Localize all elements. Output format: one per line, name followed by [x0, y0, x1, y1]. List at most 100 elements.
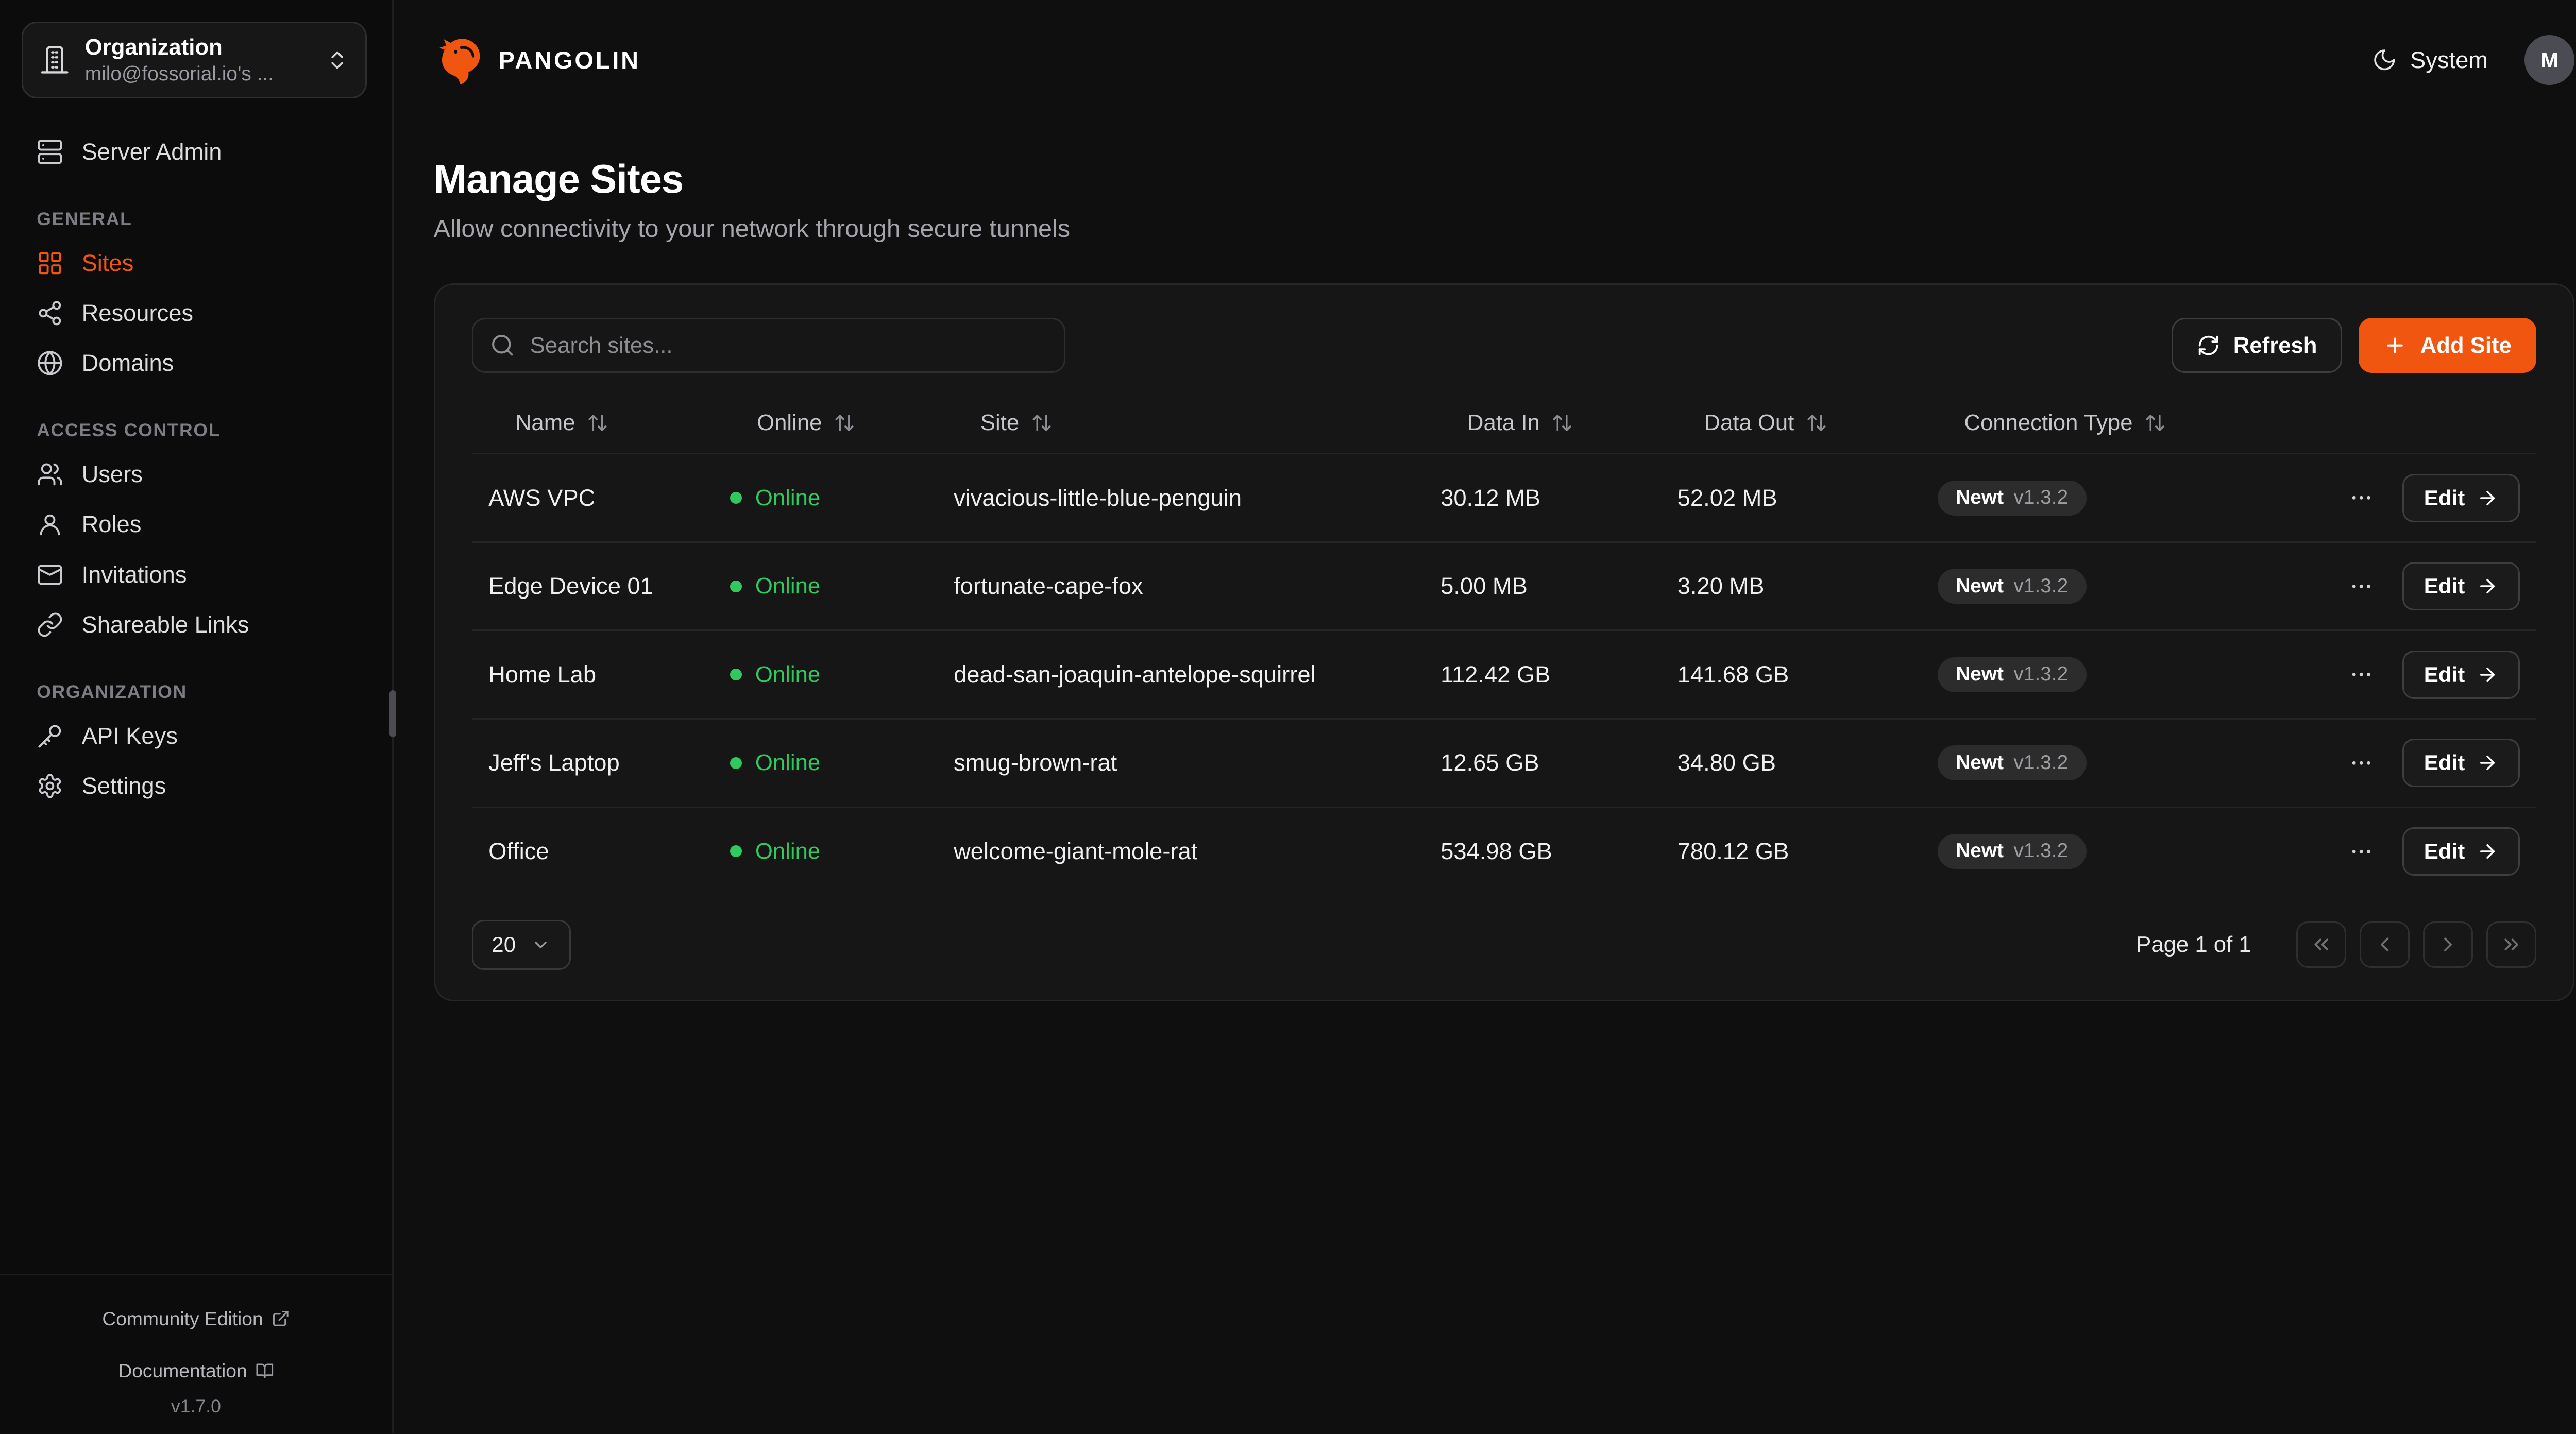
- sidebar-item-domains[interactable]: Domains: [22, 338, 367, 388]
- add-site-label: Add Site: [2420, 332, 2512, 358]
- cell-connection-type: Newt v1.3.2: [1921, 657, 2254, 692]
- cell-online: Online: [714, 839, 937, 864]
- section-label-access-control: ACCESS CONTROL: [37, 420, 221, 441]
- cell-data-in: 5.00 MB: [1440, 573, 1528, 600]
- cell-data-in: 112.42 GB: [1440, 661, 1551, 688]
- cell-online: Online: [714, 485, 937, 511]
- edit-button[interactable]: Edit: [2402, 562, 2520, 611]
- sidebar-item-invitations[interactable]: Invitations: [22, 550, 367, 600]
- edit-button[interactable]: Edit: [2402, 473, 2520, 522]
- cell-connection-type: Newt v1.3.2: [1921, 745, 2254, 781]
- next-page-button[interactable]: [2423, 921, 2473, 968]
- edit-label: Edit: [2424, 662, 2465, 687]
- cell-data-in: 12.65 GB: [1440, 749, 1539, 776]
- documentation-link[interactable]: Documentation: [118, 1352, 274, 1390]
- edit-button[interactable]: Edit: [2402, 650, 2520, 699]
- sidebar-item-sites[interactable]: Sites: [22, 238, 367, 288]
- site-id: smug-brown-rat: [954, 749, 1117, 776]
- column-label: Data In: [1467, 410, 1540, 436]
- cell-online: Online: [714, 573, 937, 599]
- community-edition-link[interactable]: Community Edition: [102, 1300, 290, 1338]
- row-menu-button[interactable]: [2346, 835, 2377, 867]
- sidebar-item-settings[interactable]: Settings: [22, 761, 367, 811]
- key-icon: [37, 723, 63, 749]
- section-label-general: GENERAL: [37, 208, 132, 229]
- mail-icon: [37, 561, 63, 588]
- sidebar-item-roles[interactable]: Roles: [22, 500, 367, 550]
- column-header-name[interactable]: Name: [472, 410, 714, 436]
- sort-icon: [2144, 412, 2166, 434]
- row-menu-button[interactable]: [2346, 482, 2377, 514]
- first-page-button[interactable]: [2296, 921, 2347, 968]
- last-page-button[interactable]: [2486, 921, 2537, 968]
- sort-icon: [834, 412, 855, 434]
- arrow-right-icon: [2477, 752, 2498, 774]
- arrow-right-icon: [2477, 487, 2498, 509]
- avatar[interactable]: M: [2524, 35, 2575, 86]
- table-row: Home Lab Online dead-san-joaquin-antelop…: [471, 629, 2537, 718]
- column-header-data-in[interactable]: Data In: [1424, 410, 1661, 436]
- site-id: welcome-giant-mole-rat: [954, 838, 1198, 864]
- page-size-select[interactable]: 20: [471, 919, 571, 970]
- chevron-left-icon: [2373, 933, 2396, 956]
- column-header-site[interactable]: Site: [937, 410, 1424, 436]
- sidebar-item-users[interactable]: Users: [22, 449, 367, 499]
- refresh-button[interactable]: Refresh: [2172, 318, 2342, 373]
- previous-page-button[interactable]: [2360, 921, 2410, 968]
- table-row: Edge Device 01 Online fortunate-cape-fox…: [471, 541, 2537, 630]
- sidebar-nav: Organization milo@fossorial.io's ... Ser…: [0, 0, 392, 1274]
- cell-site: vivacious-little-blue-penguin: [937, 485, 1424, 511]
- org-picker-title: Organization: [84, 34, 223, 60]
- sort-icon: [1806, 412, 1827, 434]
- edit-label: Edit: [2424, 750, 2465, 775]
- page-title: Manage Sites: [433, 157, 684, 202]
- plus-icon: [2383, 334, 2406, 357]
- globe-icon: [37, 350, 63, 377]
- column-label: Site: [980, 410, 1020, 436]
- chevron-right-icon: [2436, 933, 2460, 956]
- sidebar-item-label: Shareable Links: [81, 611, 249, 638]
- row-menu-button[interactable]: [2346, 570, 2377, 602]
- cell-name: Home Lab: [488, 661, 597, 688]
- sidebar-item-server-admin[interactable]: Server Admin: [22, 127, 367, 177]
- edit-button[interactable]: Edit: [2402, 739, 2520, 788]
- ellipsis-icon: [2349, 662, 2374, 687]
- cell-data-out: 34.80 GB: [1677, 749, 1776, 776]
- online-label: Online: [755, 485, 821, 510]
- row-menu-button[interactable]: [2346, 659, 2377, 690]
- column-header-data-out[interactable]: Data Out: [1660, 410, 1921, 436]
- edit-button[interactable]: Edit: [2402, 827, 2520, 876]
- sites-grid-icon: [37, 250, 63, 277]
- brand[interactable]: PANGOLIN: [434, 34, 640, 86]
- app-version: v1.7.0: [171, 1396, 221, 1417]
- column-header-connection-type[interactable]: Connection Type: [1921, 410, 2254, 436]
- edit-label: Edit: [2424, 839, 2465, 863]
- org-picker[interactable]: Organization milo@fossorial.io's ...: [22, 22, 367, 98]
- sidebar-resize-handle[interactable]: [389, 690, 396, 737]
- refresh-label: Refresh: [2233, 332, 2317, 358]
- connection-name: Newt: [1956, 751, 2004, 774]
- column-header-online[interactable]: Online: [714, 410, 937, 436]
- column-label: Name: [515, 410, 575, 436]
- sidebar-top-group: Server Admin: [22, 127, 367, 177]
- cell-connection-type: Newt v1.3.2: [1921, 480, 2254, 516]
- add-site-button[interactable]: Add Site: [2359, 318, 2537, 373]
- search-input[interactable]: [471, 318, 1065, 373]
- sidebar-footer: Community Edition Documentation v1.7.0: [0, 1273, 392, 1434]
- sidebar-item-resources[interactable]: Resources: [22, 288, 367, 338]
- sidebar-item-api-keys[interactable]: API Keys: [22, 711, 367, 761]
- theme-toggle[interactable]: System: [2372, 47, 2488, 74]
- sidebar-item-shareable-links[interactable]: Shareable Links: [22, 600, 367, 650]
- cell-actions: Edit: [2255, 827, 2537, 876]
- row-menu-button[interactable]: [2346, 747, 2377, 779]
- arrow-right-icon: [2477, 664, 2498, 686]
- brand-name: PANGOLIN: [498, 46, 640, 74]
- cell-data-in: 534.98 GB: [1440, 838, 1552, 864]
- online-label: Online: [755, 750, 821, 776]
- ellipsis-icon: [2349, 750, 2374, 776]
- page-size-value: 20: [492, 932, 516, 957]
- chevrons-up-down-icon: [326, 48, 349, 72]
- sort-icon: [1551, 412, 1573, 434]
- chevron-down-icon: [531, 935, 551, 955]
- edit-label: Edit: [2424, 485, 2465, 510]
